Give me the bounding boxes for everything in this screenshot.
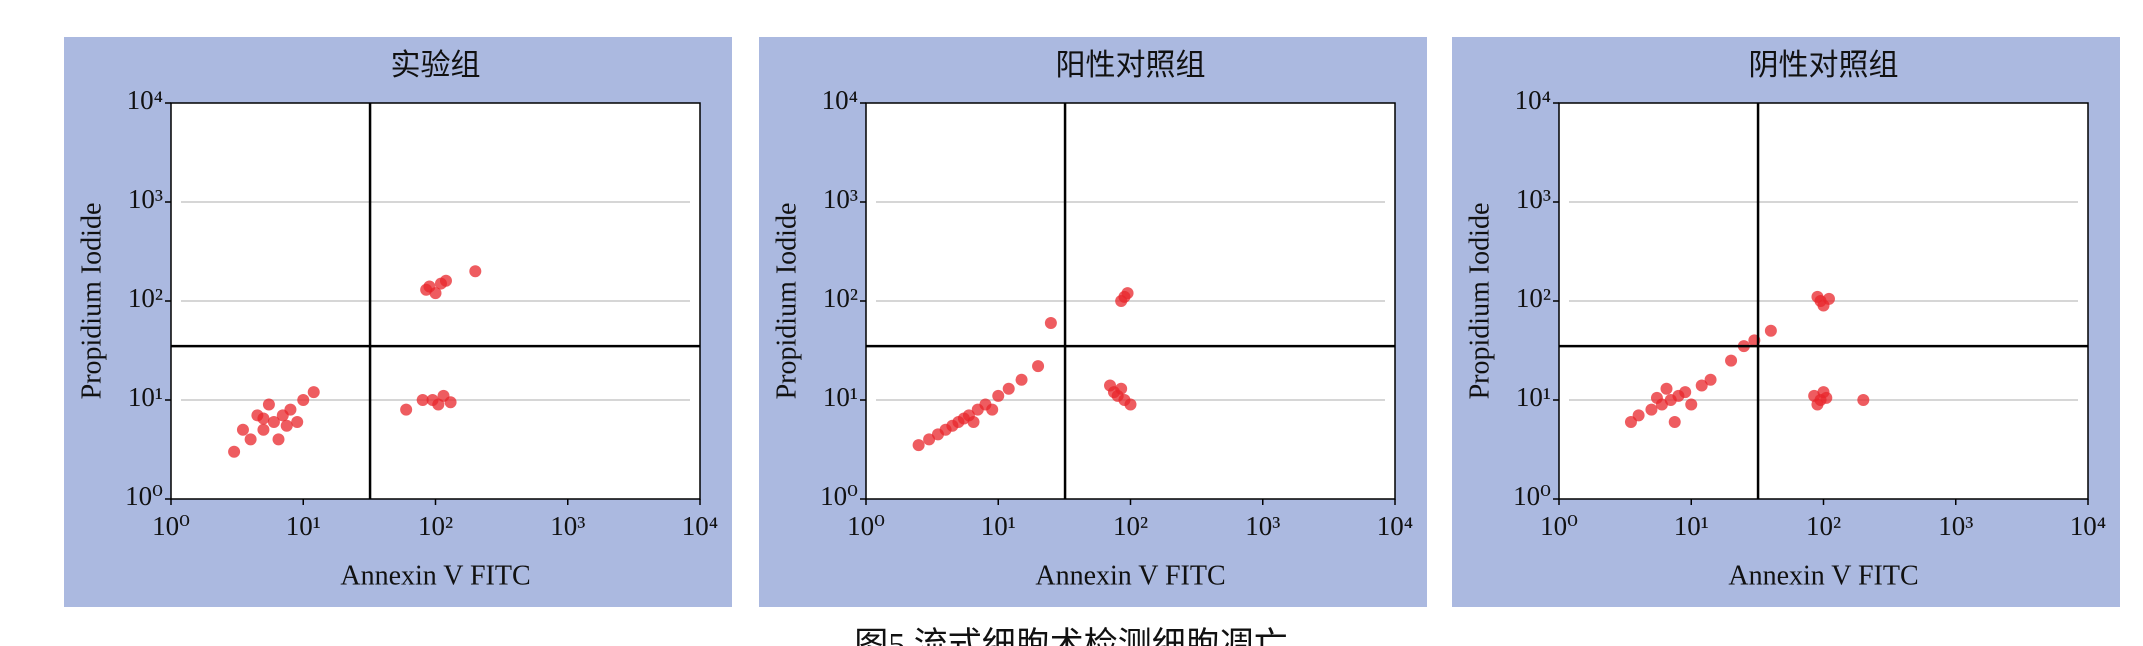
y-axis-label: Propidium Iodide [771,203,802,400]
x-tick-label: 10² [1806,511,1841,541]
x-axis-label: Annexin V FITC [340,560,530,591]
cell-point [291,415,304,428]
y-tick-label: 10³ [823,184,858,214]
cell-point [967,415,980,428]
cell-point [1645,403,1658,416]
cell-point [236,423,249,436]
cell-point [1121,287,1134,300]
x-tick-label: 10⁰ [847,511,885,541]
x-axis-label: Annexin V FITC [1728,560,1918,591]
cell-point [257,423,270,436]
y-tick-label: 10² [128,283,163,313]
cell-point [1704,373,1717,386]
y-tick-label: 10⁰ [1513,481,1551,511]
cell-point [931,428,944,441]
y-tick-label: 10⁰ [820,481,858,511]
cell-point [986,403,999,416]
cell-point [1660,382,1673,395]
y-tick-label: 10³ [128,184,163,214]
points [228,265,482,458]
cell-point [1668,415,1681,428]
cell-point [297,394,310,406]
y-axis-label: Propidium Iodide [1464,203,1495,400]
cell-point [946,419,959,432]
cell-point [923,433,936,446]
cell-point [1822,292,1835,305]
cell-point [284,403,297,416]
cell-point [1124,398,1137,411]
y-tick-label: 10⁰ [125,481,163,511]
chart-title: 阴性对照组 [1749,49,1899,82]
x-tick-label: 10⁰ [152,511,190,541]
cell-point [1044,316,1057,329]
cell-point [228,445,241,458]
y-tick-label: 10¹ [1516,382,1551,412]
cell-point [444,396,457,409]
cell-point [1650,391,1663,404]
cell-point [1624,415,1637,428]
cell-point [1764,324,1777,337]
x-axis-label: Annexin V FITC [1035,560,1225,591]
cell-point [992,389,1005,402]
cell-point [257,412,270,425]
cell-point [307,386,320,399]
y-axis-label: Propidium Iodide [76,203,107,400]
cell-point [262,398,275,411]
y-tick-label: 10² [1516,283,1551,313]
cell-point [420,283,433,296]
y-tick-label: 10¹ [128,382,163,412]
x-tick-label: 10¹ [1674,511,1709,541]
chart-title: 实验组 [391,49,481,82]
x-tick-label: 10³ [1938,511,1973,541]
cell-point [400,403,413,416]
cell-point [272,433,285,446]
cell-point [280,419,293,432]
y-tick-label: 10² [823,283,858,313]
cell-point [432,398,445,411]
cell-point [1695,379,1708,392]
x-tick-label: 10¹ [286,511,321,541]
x-tick-label: 10⁴ [682,511,718,541]
cell-point [1811,398,1824,411]
x-tick-label: 10² [418,511,453,541]
cell-point [439,274,452,287]
x-tick-label: 10⁴ [2070,511,2106,541]
x-tick-label: 10¹ [981,511,1016,541]
x-tick-label: 10⁰ [1540,511,1578,541]
cell-point [1104,379,1117,392]
cell-point [912,439,925,452]
plot-border [865,102,1396,500]
chart-title: 阳性对照组 [1056,49,1206,82]
cell-point [957,412,970,425]
cell-point [416,394,429,406]
plot-border [1558,102,2089,500]
cell-point [1679,386,1692,399]
cell-point [1115,382,1128,395]
cell-point [1811,290,1824,303]
y-tick-label: 10¹ [823,382,858,412]
x-tick-label: 10⁴ [1377,511,1413,541]
cell-point [1015,373,1028,386]
x-tick-label: 10³ [550,511,585,541]
caption: 图5 流式细胞术检测细胞凋亡 [854,626,1288,646]
y-tick-label: 10⁴ [822,85,858,115]
cell-point [244,433,257,446]
cell-point [1032,360,1045,373]
cell-point [1685,398,1698,411]
cell-point [429,287,442,300]
y-tick-label: 10⁴ [127,85,163,115]
x-tick-label: 10³ [1245,511,1280,541]
cell-point [1820,391,1833,404]
x-tick-label: 10² [1113,511,1148,541]
y-tick-label: 10⁴ [1515,85,1551,115]
cell-point [1725,354,1738,367]
points [912,287,1137,452]
cell-point [1857,394,1870,406]
cell-point [469,265,482,278]
cell-point [1002,382,1015,395]
plot-border [170,102,701,500]
cell-point [267,415,280,428]
y-tick-label: 10³ [1516,184,1551,214]
